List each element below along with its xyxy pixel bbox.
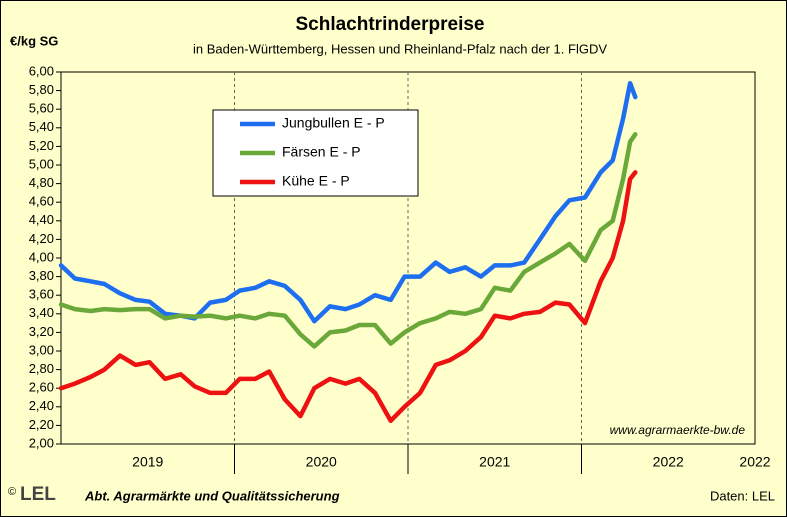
line (58, 132, 638, 349)
source: Daten: LEL (710, 488, 775, 503)
y-tick-label: 5,20 (29, 138, 54, 153)
y-tick-label: 4,80 (29, 175, 54, 190)
y-tick-label: 6,00 (29, 63, 54, 78)
y-tick-label: 3,20 (29, 324, 54, 339)
x-tick-label: 2019 (132, 454, 163, 470)
x-tick-label: 2021 (479, 454, 510, 470)
y-tick-label: 2,40 (29, 398, 54, 413)
y-tick-label: 3,60 (29, 287, 54, 302)
copyright: © (8, 486, 16, 498)
y-tick-label: 4,00 (29, 249, 54, 264)
y-tick-label: 5,00 (29, 156, 54, 171)
line (58, 80, 638, 324)
legend-label: Kühe E - P (282, 173, 350, 189)
x-tick-label: 2022 (653, 454, 684, 470)
y-tick-label: 3,00 (29, 342, 54, 357)
y-tick-label: 3,40 (29, 305, 54, 320)
y-tick-label: 5,80 (29, 82, 54, 97)
legend-label: Jungbullen E - P (282, 115, 385, 131)
y-tick-label: 2,20 (29, 417, 54, 432)
annotation: www.agrarmaerkte-bw.de (610, 423, 746, 437)
y-tick-label: 5,40 (29, 119, 54, 134)
y-tick-label: 2,00 (29, 435, 54, 450)
x-tick-label: 2020 (306, 454, 337, 470)
y-tick-label: 2,80 (29, 361, 54, 376)
chart-title: Schlachtrinderpreise (295, 14, 484, 35)
department: Abt. Agrarmärkte und Qualitätssicherung (84, 488, 340, 503)
y-tick-label: 3,80 (29, 268, 54, 283)
legend-label: Färsen E - P (282, 144, 361, 160)
y-tick-label: 4,20 (29, 231, 54, 246)
y-tick-label: 4,60 (29, 194, 54, 209)
y-tick-label: 4,40 (29, 212, 54, 227)
y-axis-label: €/kg SG (10, 33, 58, 48)
logo: LEL (20, 484, 56, 505)
y-tick-label: 5,60 (29, 101, 54, 116)
x-tick-label: 2022 (739, 454, 770, 470)
chart-subtitle: in Baden-Württemberg, Hessen und Rheinla… (193, 41, 607, 56)
line (58, 170, 638, 424)
y-tick-label: 2,60 (29, 380, 54, 395)
